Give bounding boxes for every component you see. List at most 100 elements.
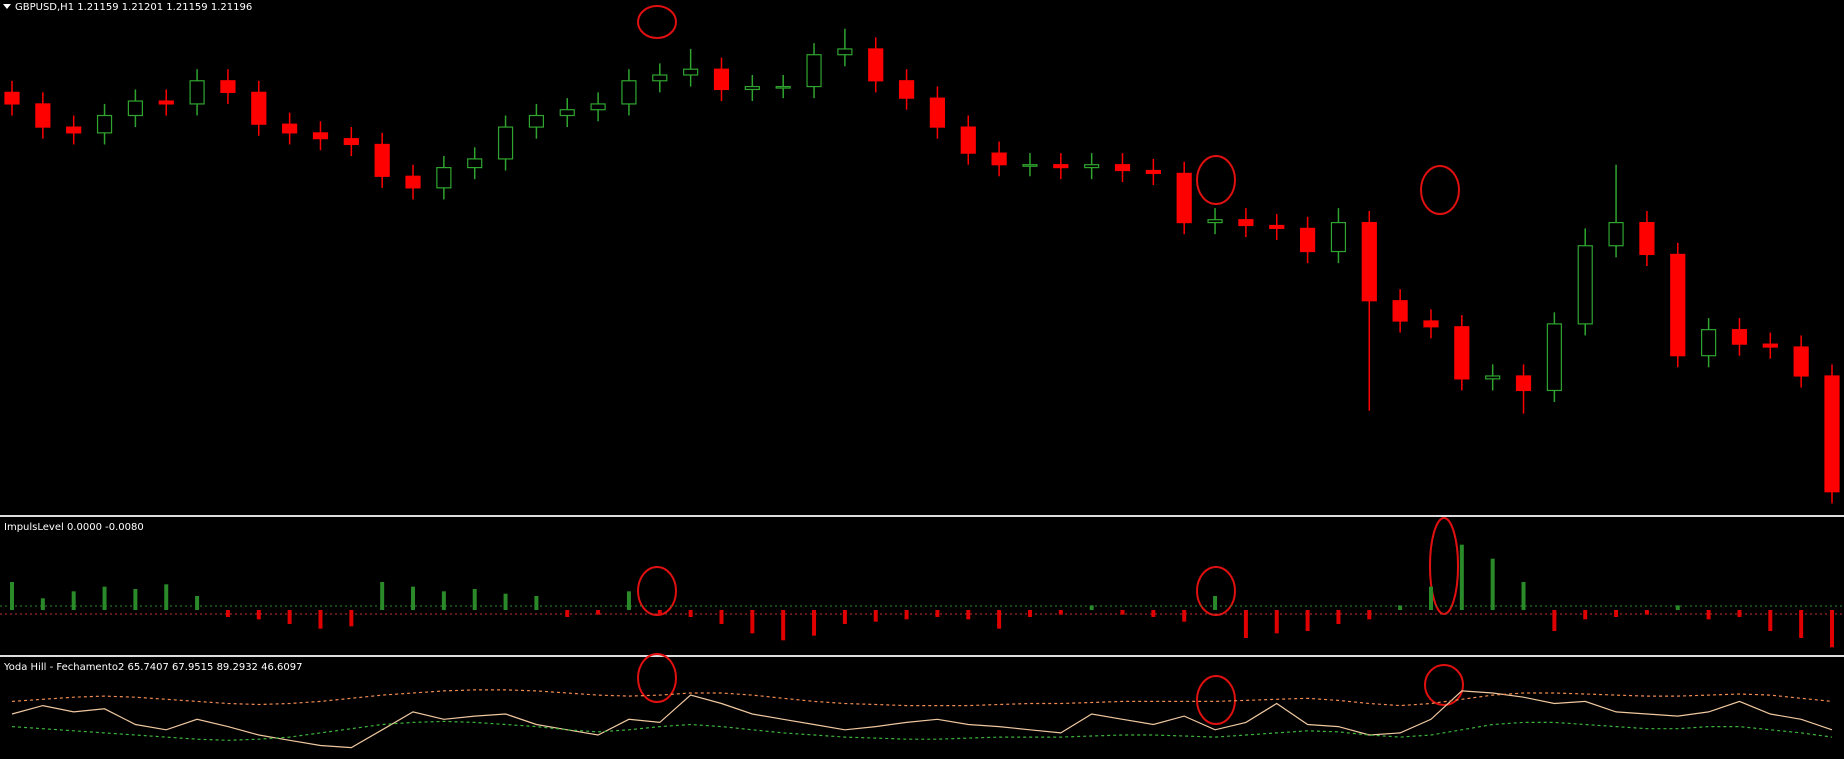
histogram-bar bbox=[287, 610, 292, 624]
histogram-bar bbox=[966, 610, 971, 620]
candle-body bbox=[1053, 164, 1069, 169]
histogram-bar bbox=[873, 610, 878, 622]
candle-body bbox=[1269, 224, 1285, 229]
histogram-bar bbox=[781, 610, 786, 641]
histogram-bar bbox=[102, 586, 107, 610]
histogram-bar bbox=[719, 610, 724, 624]
histogram-bar bbox=[904, 610, 909, 620]
histogram-bar bbox=[411, 586, 416, 610]
histogram-bar bbox=[842, 610, 847, 624]
indicator-title: Yoda Hill - Fechamento2 65.7407 67.9515 … bbox=[3, 662, 302, 673]
histogram-bar bbox=[596, 610, 601, 615]
histogram-bar bbox=[1305, 610, 1310, 631]
histogram-bar bbox=[1706, 610, 1711, 620]
candle-body bbox=[590, 103, 606, 111]
candle-body bbox=[1701, 329, 1717, 357]
annotation-circle bbox=[1196, 566, 1236, 616]
histogram-bar bbox=[318, 610, 323, 629]
candle-body bbox=[1485, 375, 1501, 380]
histogram-bar bbox=[1614, 610, 1619, 617]
candle-body bbox=[991, 152, 1007, 166]
annotation-circle bbox=[637, 653, 677, 703]
candle-body bbox=[1793, 346, 1809, 377]
candle-body bbox=[467, 158, 483, 169]
candle-body bbox=[837, 48, 853, 56]
candle-body bbox=[374, 143, 390, 177]
histogram-bar bbox=[565, 610, 570, 617]
histogram-bar bbox=[1243, 610, 1248, 638]
candle-body bbox=[559, 109, 575, 117]
candle-body bbox=[1546, 323, 1562, 392]
candle-body bbox=[127, 100, 143, 117]
candle-body bbox=[35, 103, 51, 128]
candle-body bbox=[282, 123, 298, 134]
candle-body bbox=[528, 114, 545, 128]
annotation-circle bbox=[1429, 517, 1459, 615]
candle-body bbox=[775, 85, 791, 89]
histogram-bar bbox=[1120, 610, 1125, 615]
histogram-bar bbox=[1398, 605, 1403, 610]
candle-body bbox=[66, 126, 82, 134]
indicator-line bbox=[11, 690, 1833, 749]
histogram-bar bbox=[1737, 610, 1742, 617]
histogram-bar bbox=[1521, 582, 1526, 610]
histogram-bar bbox=[441, 591, 446, 610]
candle-body bbox=[960, 126, 976, 154]
candle-body bbox=[744, 85, 760, 91]
histogram-bar bbox=[1428, 586, 1433, 610]
histogram-bar bbox=[657, 610, 662, 615]
candle-body bbox=[806, 54, 822, 88]
histogram-bar bbox=[1213, 596, 1218, 610]
histogram-bar bbox=[1459, 544, 1464, 610]
histogram-bar bbox=[1830, 610, 1834, 648]
histogram-bar bbox=[1799, 610, 1804, 638]
annotation-circle bbox=[1420, 165, 1460, 215]
annotation-circle bbox=[1196, 155, 1236, 205]
indicator-line bbox=[11, 720, 1833, 741]
candle-body bbox=[1423, 320, 1439, 328]
indicator-line bbox=[11, 689, 1833, 707]
candle-body bbox=[158, 100, 174, 105]
histogram-bar bbox=[349, 610, 354, 627]
histogram-bar bbox=[1151, 610, 1156, 617]
candle-body bbox=[1176, 172, 1192, 224]
candle-body bbox=[312, 132, 329, 140]
candle-body bbox=[1731, 329, 1748, 345]
histogram-bar bbox=[1336, 610, 1341, 624]
candle-body bbox=[1670, 253, 1686, 357]
candle-body bbox=[1299, 227, 1316, 253]
candle-body bbox=[1114, 164, 1131, 172]
annotation-circle bbox=[1196, 675, 1236, 725]
candle-body bbox=[868, 48, 884, 82]
candle-body bbox=[1145, 169, 1161, 174]
annotation-circle bbox=[637, 5, 677, 39]
histogram-bar bbox=[1367, 610, 1372, 620]
candle-body bbox=[621, 80, 637, 105]
annotation-circle bbox=[637, 566, 677, 616]
histogram-bar bbox=[1089, 605, 1094, 610]
menu-triangle bbox=[3, 4, 11, 9]
histogram-bar bbox=[997, 610, 1002, 629]
histogram-bar bbox=[935, 610, 940, 617]
candle-body bbox=[436, 167, 452, 189]
histogram-bar bbox=[472, 589, 477, 610]
candle-body bbox=[1022, 164, 1038, 167]
candle-body bbox=[189, 80, 205, 105]
histogram-bar bbox=[10, 582, 14, 610]
candle-body bbox=[713, 68, 730, 91]
candle-body bbox=[1238, 219, 1254, 227]
candle-body bbox=[1639, 221, 1655, 256]
candle-body bbox=[1824, 375, 1840, 493]
histogram-bar bbox=[1058, 610, 1063, 615]
histogram-bar bbox=[1583, 610, 1588, 620]
histogram-bar bbox=[1182, 610, 1187, 622]
candle-body bbox=[405, 175, 421, 189]
histogram-bar bbox=[380, 582, 385, 610]
annotation-circle bbox=[1424, 664, 1464, 706]
candle-body bbox=[1330, 221, 1347, 253]
candle-body bbox=[96, 114, 113, 134]
histogram-bar bbox=[503, 593, 508, 610]
histogram-bar bbox=[1552, 610, 1557, 631]
